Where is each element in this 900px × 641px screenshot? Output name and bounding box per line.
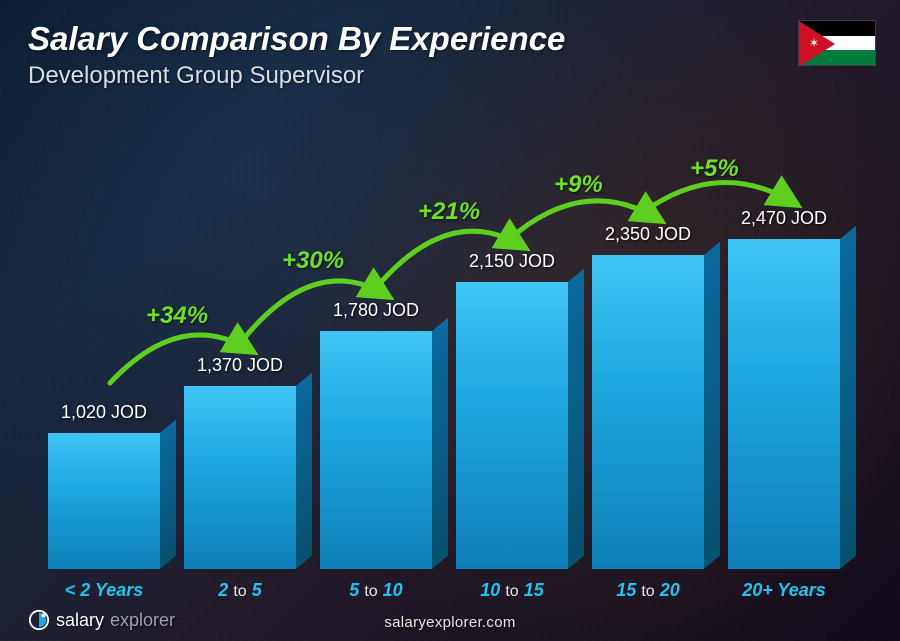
bar-slot-4: 2,350 JOD [592,224,704,569]
bar-slot-3: 2,150 JOD [456,251,568,569]
bar-side-face [432,318,448,569]
bar-front-face [728,239,840,569]
page-title: Salary Comparison By Experience [28,20,565,58]
page-subtitle: Development Group Supervisor [28,62,565,90]
bar-slot-0: 1,020 JOD [48,402,160,569]
bar-front-face [456,282,568,569]
pct-increase-label: +5% [690,155,739,183]
bar [48,433,160,569]
bar-value-label: 2,150 JOD [469,251,555,272]
bar-side-face [840,226,856,569]
pct-increase-label: +9% [554,171,603,199]
salary-bar-chart: 1,020 JOD 1,370 JOD 1,780 JOD 2,150 JOD 2,35… [48,120,840,569]
bar-value-label: 1,020 JOD [61,402,147,423]
bar-front-face [592,255,704,569]
pct-increase-label: +21% [418,198,480,226]
bar-slot-2: 1,780 JOD [320,300,432,569]
bar-side-face [160,420,176,569]
bar-value-label: 1,780 JOD [333,300,419,321]
bars-container: 1,020 JOD 1,370 JOD 1,780 JOD 2,150 JOD 2,35… [48,120,840,569]
bar [184,386,296,569]
title-block: Salary Comparison By Experience Developm… [28,20,565,90]
flag-star-icon: ✶ [809,36,819,50]
bar-side-face [296,373,312,569]
x-axis-label: 15 to 20 [592,580,704,601]
pct-increase-label: +34% [146,302,208,330]
bar-side-face [568,269,584,569]
bar-slot-5: 2,470 JOD [728,208,840,569]
bar [592,255,704,569]
country-flag-jordan: ✶ [798,20,876,66]
bar [320,331,432,569]
bar-front-face [320,331,432,569]
pct-increase-label: +30% [282,247,344,275]
bar [456,282,568,569]
x-axis-label: 10 to 15 [456,580,568,601]
x-axis-label: < 2 Years [48,580,160,601]
x-axis-label: 2 to 5 [184,580,296,601]
bar-front-face [184,386,296,569]
footer-site: salaryexplorer.com [0,614,900,631]
x-axis-label: 20+ Years [728,580,840,601]
x-axis-label: 5 to 10 [320,580,432,601]
bar-value-label: 2,470 JOD [741,208,827,229]
bar [728,239,840,569]
bar-value-label: 1,370 JOD [197,355,283,376]
bar-value-label: 2,350 JOD [605,224,691,245]
bar-slot-1: 1,370 JOD [184,355,296,569]
x-axis-labels: < 2 Years 2 to 5 5 to 10 10 to 15 15 to 20 20… [48,580,840,601]
bar-front-face [48,433,160,569]
bar-side-face [704,242,720,569]
